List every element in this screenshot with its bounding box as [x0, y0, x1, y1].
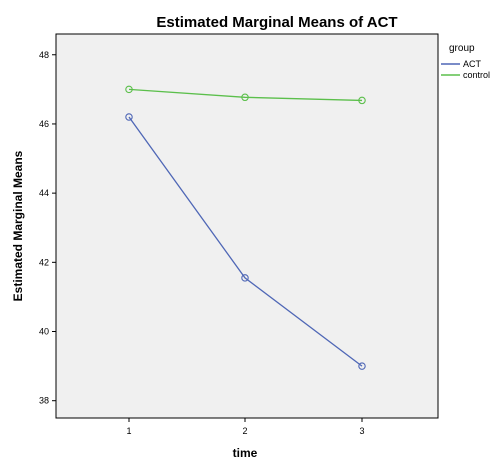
legend-label-control: control — [463, 70, 490, 80]
series-point-control — [241, 93, 249, 102]
x-axis-title: time — [233, 446, 258, 458]
y-tick-label: 42 — [39, 257, 49, 267]
y-tick-label: 48 — [39, 50, 49, 60]
x-axis: 1 2 3 — [126, 418, 365, 436]
y-tick-label: 46 — [39, 119, 49, 129]
legend-title: group — [449, 43, 475, 54]
series-point-ACT — [125, 113, 133, 121]
plot-area — [55, 33, 439, 419]
series-line-control — [128, 88, 363, 102]
y-tick-label: 40 — [39, 327, 49, 337]
series-layer — [125, 85, 366, 370]
chart-title: Estimated Marginal Means of ACT — [156, 14, 397, 31]
y-axis-title: Estimated Marginal Means — [11, 150, 25, 301]
series-point-control — [125, 85, 133, 94]
x-tick-label: 3 — [359, 426, 364, 436]
x-tick-label: 1 — [126, 426, 131, 436]
x-tick-label: 2 — [242, 426, 247, 436]
y-tick-label: 44 — [39, 188, 49, 198]
y-axis: 38 40 42 44 46 48 — [39, 50, 56, 406]
series-point-control — [358, 96, 366, 105]
legend-label-ACT: ACT — [463, 59, 482, 69]
y-tick-label: 38 — [39, 396, 49, 406]
series-line-ACT — [128, 116, 363, 367]
series-point-ACT — [241, 274, 249, 282]
series-point-ACT — [358, 362, 366, 370]
